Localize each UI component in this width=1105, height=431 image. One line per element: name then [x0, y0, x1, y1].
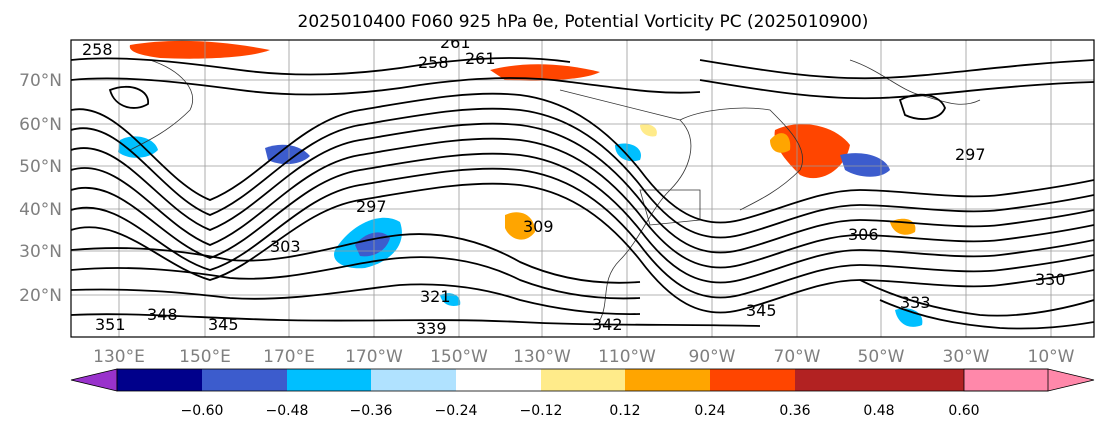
lon-tick-label: 170°W [345, 347, 403, 367]
contour-label: 339 [416, 319, 447, 338]
colorbar-bin [879, 369, 964, 391]
contour-label: 345 [746, 301, 777, 320]
pv-patch-orange-labrador-edge [770, 133, 791, 153]
colorbar-tick-label: 0.60 [948, 403, 979, 419]
colorbar-bin [287, 369, 371, 391]
lon-tick-label: 130°E [93, 347, 145, 367]
lat-axis: 70°N 60°N 50°N 40°N 30°N 20°N [19, 71, 62, 306]
lon-tick-label: 90°W [689, 347, 736, 367]
colorbar-bin [371, 369, 456, 391]
lon-tick-label: 30°W [943, 347, 990, 367]
lon-tick-label: 70°W [774, 347, 821, 367]
map-background [71, 40, 1094, 337]
lat-tick-label: 40°N [19, 200, 62, 220]
contour-label: 309 [523, 217, 554, 236]
pv-patch-orange-arctic-2 [490, 64, 600, 81]
lon-tick-label: 130°W [513, 347, 571, 367]
pv-patch-orange-labrador [774, 124, 850, 179]
colorbar-tick-label: −0.60 [181, 403, 224, 419]
lat-tick-label: 30°N [19, 242, 62, 262]
pv-patch-blue-atlantic [840, 153, 890, 177]
colorbar-over-triangle [963, 368, 1095, 392]
contour-labels: 258 258 261 261 297 303 306 309 321 339 … [82, 33, 1066, 338]
pv-patch-blue-aleutian [265, 144, 310, 165]
lat-tick-label: 70°N [19, 71, 62, 91]
theta-e-contours [71, 57, 1094, 330]
pv-patch-blue-small-2 [440, 293, 461, 306]
contour-label: 342 [592, 315, 623, 334]
colorbar-bin [795, 369, 879, 391]
colorbar-bin [625, 369, 710, 391]
map-frame [70, 39, 1095, 338]
colorbar-tick-label: 0.12 [609, 403, 640, 419]
colorbar-bin [202, 369, 287, 391]
colorbar-under-triangle [70, 368, 118, 392]
pv-patch-orange-subtropic [505, 212, 535, 240]
contour-label: 345 [208, 315, 239, 334]
figure-title: 2025010400 F060 925 hPa θe, Potential Vo… [298, 12, 869, 32]
contour-label: 351 [95, 315, 126, 334]
contour-label: 330 [1035, 270, 1066, 289]
contour-label: 348 [147, 305, 178, 324]
colorbar-tick-label: −0.12 [520, 403, 563, 419]
colorbar-tick-label: −0.48 [266, 403, 309, 419]
contour-label: 303 [270, 237, 301, 256]
pv-patch-yellow [640, 124, 657, 137]
lat-tick-label: 20°N [19, 286, 62, 306]
lon-tick-label: 150°E [179, 347, 231, 367]
colorbar-tick-label: 0.36 [779, 403, 810, 419]
colorbar-tick-label: 0.48 [863, 403, 894, 419]
colorbar-tick-label: 0.24 [694, 403, 725, 419]
pv-patch-orange-arctic [129, 40, 270, 59]
lat-tick-label: 60°N [19, 115, 62, 135]
coastlines [129, 59, 981, 321]
colorbar-bin [541, 369, 625, 391]
contour-label: 258 [418, 53, 449, 72]
contour-label: 258 [82, 40, 113, 59]
colorbar-tick-label: −0.36 [350, 403, 393, 419]
contour-label: 333 [900, 293, 931, 312]
pv-shading [118, 40, 923, 327]
colorbar-bin [710, 369, 795, 391]
colorbar-bin [117, 369, 202, 391]
contour-label: 321 [420, 287, 451, 306]
lon-tick-label: 170°E [263, 347, 315, 367]
map-panel: 258 258 261 261 297 303 306 309 321 339 … [70, 33, 1095, 338]
colorbar-frame [116, 368, 1049, 392]
lon-tick-label: 50°W [858, 347, 905, 367]
contour-label: 261 [465, 49, 496, 68]
lat-tick-label: 50°N [19, 157, 62, 177]
contour-label: 297 [356, 197, 387, 216]
colorbar-tick-label: −0.24 [435, 403, 478, 419]
contour-label: 306 [848, 225, 879, 244]
lon-tick-label: 150°W [430, 347, 488, 367]
contour-label: 261 [440, 33, 471, 52]
colorbar: −0.60 −0.48 −0.36 −0.24 −0.12 0.12 0.24 … [70, 368, 1095, 419]
lon-axis: 130°E 150°E 170°E 170°W 150°W 130°W 110°… [93, 347, 1075, 367]
lon-tick-label: 10°W [1028, 347, 1075, 367]
colorbar-bin [456, 369, 541, 391]
contour-label: 297 [955, 145, 986, 164]
lon-tick-label: 110°W [598, 347, 656, 367]
